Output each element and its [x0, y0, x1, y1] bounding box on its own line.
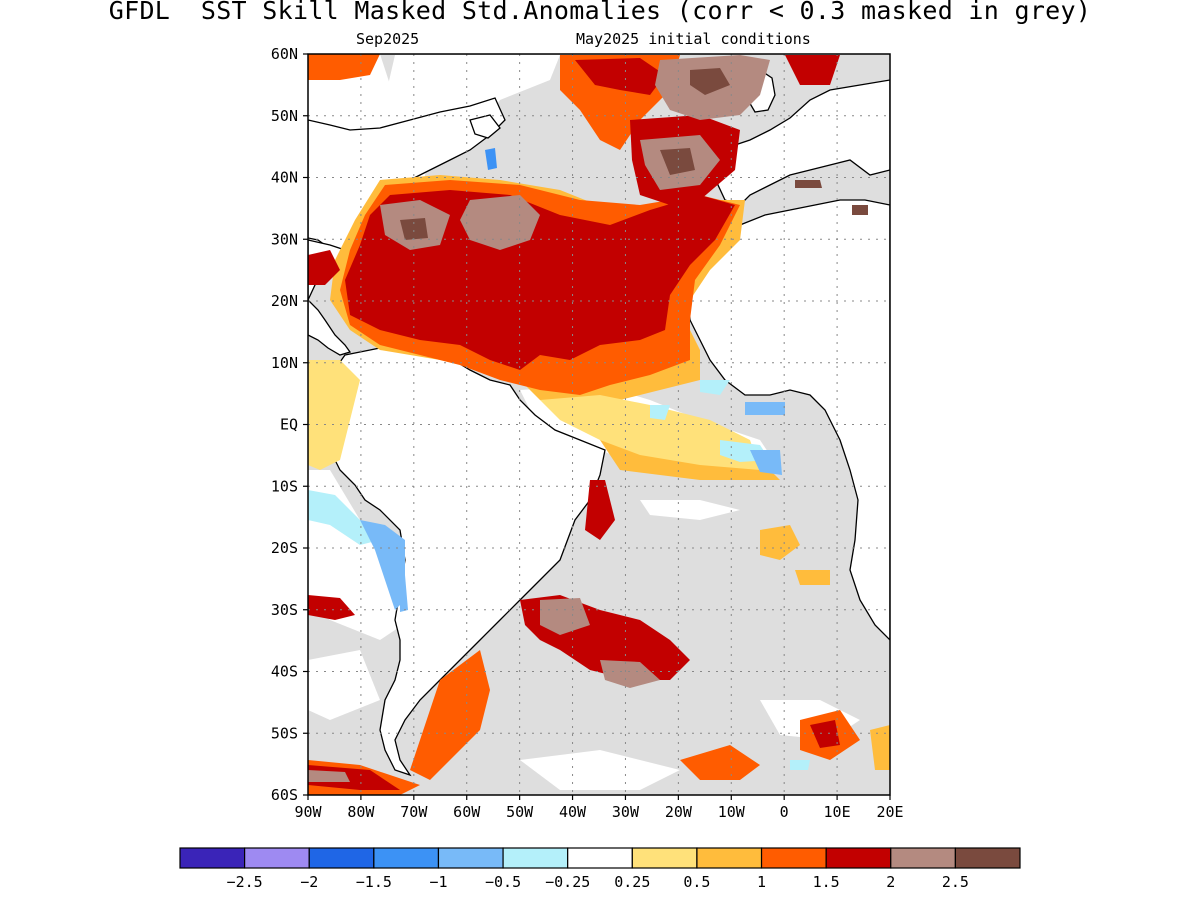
anomaly-patch — [410, 650, 490, 780]
anomaly-patch — [790, 760, 810, 770]
colorbar-tick-label: 1 — [757, 873, 766, 891]
colorbar-tick-label: −0.5 — [485, 873, 521, 891]
colorbar-tick-label: 1.5 — [813, 873, 840, 891]
anomaly-patch — [852, 205, 868, 215]
anomaly-patch — [400, 575, 408, 612]
lon-tick-label: 10E — [824, 803, 851, 821]
colorbar — [179, 847, 1021, 869]
lat-tick-label: 60S — [271, 786, 298, 804]
colorbar-labels: −2.5 −2 −1.5 −1 −0.5 −0.25 0.25 0.5 1 1.5 2 2.5 — [227, 873, 969, 891]
colorbar-swatch — [179, 847, 246, 869]
anomaly-patch — [540, 395, 760, 470]
lon-tick-label: 40W — [559, 803, 587, 821]
anomaly-patch — [460, 195, 540, 250]
anomaly-patch — [760, 525, 800, 560]
anomaly-patch — [308, 360, 360, 470]
anomaly-patch — [700, 380, 730, 395]
anomaly-patch — [308, 54, 380, 80]
anomaly-patch — [750, 450, 782, 475]
map-field — [308, 54, 890, 795]
anomaly-patch — [600, 660, 660, 688]
anomaly-patch — [540, 598, 590, 635]
anomaly-patch — [360, 520, 405, 610]
lon-tick-label: 30W — [612, 803, 640, 821]
anomaly-patch — [308, 490, 380, 545]
colorbar-swatch — [567, 847, 633, 869]
lon-tick-label: 20E — [876, 803, 903, 821]
anomaly-patch — [690, 68, 730, 95]
lat-tick-label: 40N — [271, 169, 298, 187]
anomaly-patch — [485, 148, 497, 170]
lon-tick-label: 90W — [294, 803, 322, 821]
anomaly-patch — [650, 405, 670, 420]
colorbar-tick-label: −1.5 — [356, 873, 392, 891]
lon-tick-label: 50W — [506, 803, 534, 821]
lon-tick-label: 20W — [665, 803, 693, 821]
colorbar-tick-label: 0.25 — [614, 873, 650, 891]
anomaly-patch — [795, 570, 830, 585]
anomaly-patch — [745, 402, 785, 415]
anomaly-patch — [785, 55, 840, 85]
longitude-axis: 90W 80W 70W 60W 50W 40W 30W 20W 10W 0 10E 20E — [294, 795, 904, 821]
colorbar-swatch — [954, 847, 1021, 869]
anomaly-patch — [870, 725, 890, 770]
anomaly-shading — [308, 54, 890, 795]
anomaly-patch — [308, 770, 350, 782]
lon-tick-label: 60W — [453, 803, 481, 821]
colorbar-swatch — [890, 847, 956, 869]
lat-tick-label: 10N — [271, 354, 298, 372]
lon-tick-label: 70W — [400, 803, 428, 821]
lat-tick-label: 10S — [271, 477, 298, 495]
lat-tick-label: 60N — [271, 45, 298, 63]
lat-tick-label: 40S — [271, 663, 298, 681]
colorbar-swatch — [437, 847, 504, 869]
land-south-america — [317, 344, 606, 777]
colorbar-tick-label: −1 — [429, 873, 447, 891]
colorbar-swatch — [308, 847, 375, 869]
colorbar-tick-label: 2 — [886, 873, 895, 891]
anomaly-patch — [795, 180, 822, 188]
target-month-label: Sep2025 — [356, 30, 420, 48]
lat-tick-label: 30S — [271, 601, 298, 619]
anomaly-patch — [575, 58, 665, 95]
colorbar-swatch — [825, 847, 892, 869]
lon-tick-label: 0 — [780, 803, 789, 821]
land-newfoundland — [469, 114, 501, 139]
anomaly-patch — [660, 148, 695, 175]
latitude-axis: 60N 50N 40N 30N 20N 10N EQ 10S 20S 30S 40S 50S 60S — [271, 45, 308, 804]
colorbar-swatch — [760, 847, 827, 869]
colorbar-tick-label: −2 — [300, 873, 318, 891]
anomaly-patch — [680, 745, 760, 780]
colorbar-swatch — [502, 847, 569, 869]
colorbar-tick-label: −0.25 — [545, 873, 590, 891]
lon-tick-label: 10W — [718, 803, 746, 821]
land-central-america — [308, 299, 352, 356]
lat-tick-label: 50N — [271, 107, 298, 125]
colorbar-swatch — [631, 847, 698, 869]
lat-tick-label: EQ — [280, 416, 298, 434]
lat-tick-label: 50S — [271, 724, 298, 742]
anomaly-patch — [308, 250, 340, 285]
initial-conditions-label: May2025 initial conditions — [576, 30, 811, 48]
lat-tick-label: 30N — [271, 230, 298, 248]
anomaly-patch — [400, 218, 428, 240]
anomaly-patch — [585, 480, 615, 540]
colorbar-swatch — [373, 847, 440, 869]
colorbar-tick-label: −2.5 — [227, 873, 263, 891]
lat-tick-label: 20S — [271, 539, 298, 557]
colorbar-tick-label: 2.5 — [942, 873, 969, 891]
colorbar-swatch — [696, 847, 763, 869]
land-africa — [687, 199, 890, 641]
lat-tick-label: 20N — [271, 292, 298, 310]
lon-tick-label: 80W — [347, 803, 375, 821]
colorbar-tick-label: 0.5 — [683, 873, 710, 891]
anomaly-patch — [810, 720, 840, 748]
map-gridlines — [308, 54, 890, 795]
chart-title: GFDL SST Skill Masked Std.Anomalies (cor… — [108, 0, 1092, 25]
colorbar-swatch — [244, 847, 310, 869]
anomaly-patch — [308, 595, 355, 620]
